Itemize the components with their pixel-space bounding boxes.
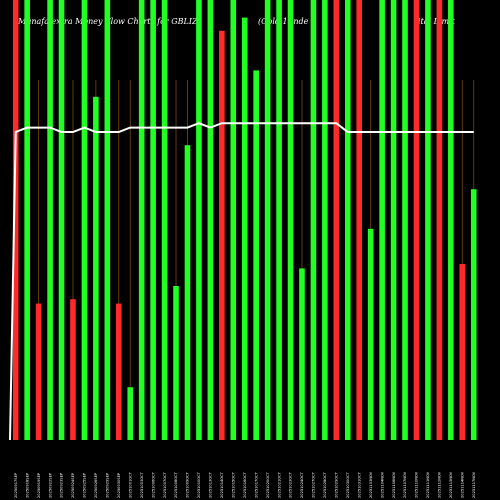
bar — [448, 0, 454, 440]
x-tick-label: 20250917SEP — [14, 472, 18, 498]
x-tick-label: 20251106NOV — [392, 471, 396, 498]
x-tick-label: 20251017OCT — [254, 471, 258, 498]
bar — [379, 0, 385, 440]
x-tick-label: 20250926SEP — [94, 472, 98, 498]
bar — [93, 96, 99, 441]
bar — [219, 30, 225, 441]
bar — [276, 0, 282, 440]
x-tick-label: 20250929SEP — [106, 472, 110, 498]
bar — [390, 0, 397, 440]
bar — [58, 0, 65, 440]
x-tick-label: 20251006OCT — [151, 471, 155, 498]
bar — [356, 0, 363, 440]
x-tick-label: 20251023OCT — [289, 471, 293, 498]
bar — [115, 303, 122, 440]
x-tick-label: 20251021OCT — [277, 471, 281, 498]
bar — [196, 0, 202, 440]
x-axis-ticks: 20250917SEP 20250918SEP 20250919SEP 2025092… — [14, 471, 476, 498]
x-tick-label: 20251007OCT — [163, 471, 167, 498]
x-tick-label: 20250918SEP — [25, 472, 29, 498]
bar — [344, 0, 351, 440]
x-tick-label: 20251103NOV — [369, 471, 373, 498]
bar — [470, 189, 477, 440]
bar — [81, 0, 88, 440]
bar — [104, 0, 111, 440]
x-tick-label: 20251003OCT — [140, 471, 144, 498]
bar — [35, 303, 42, 440]
money-flow-line — [9, 122, 474, 441]
bar — [459, 264, 466, 440]
bar — [425, 0, 431, 440]
x-tick-label: 20251107NOV — [403, 471, 407, 498]
bar-series — [12, 0, 477, 441]
bar — [367, 228, 374, 440]
x-tick-label: 20251117NOV — [472, 471, 476, 498]
x-tick-label: 20251104NOV — [380, 471, 384, 498]
x-tick-label: 20251110NOV — [415, 471, 419, 498]
x-tick-label: 20251028OCT — [323, 471, 327, 498]
bar — [253, 70, 259, 441]
bar — [287, 0, 294, 440]
bar — [138, 0, 145, 440]
bar — [184, 145, 191, 440]
bar — [436, 0, 443, 440]
bar — [150, 0, 156, 440]
x-tick-label: 20251008OCT — [174, 471, 178, 498]
x-tick-label: 20251010OCT — [197, 471, 201, 498]
bar — [161, 0, 168, 440]
x-tick-label: 20250924SEP — [71, 472, 75, 498]
bar — [333, 0, 340, 440]
bar — [264, 0, 271, 440]
x-tick-label: 20251015OCT — [231, 471, 235, 498]
bar — [70, 299, 76, 440]
x-tick-label: 20251111NOV — [426, 471, 430, 498]
bar — [241, 17, 248, 440]
bar — [322, 0, 328, 440]
x-tick-label: 20250923SEP — [60, 472, 64, 498]
x-tick-label: 20251001OCT — [128, 471, 132, 498]
bar — [12, 0, 19, 440]
chart-title-ticker-name: (Gold 1 Inde — [258, 17, 309, 26]
x-tick-label: 20251027OCT — [312, 471, 316, 498]
bar — [127, 387, 134, 440]
x-tick-label: 20251020OCT — [266, 471, 270, 498]
money-flow-line-path — [9, 122, 474, 441]
x-tick-label: 20251114NOV — [460, 471, 464, 498]
x-tick-label: 20251016OCT — [243, 471, 247, 498]
x-tick-label: 20251030OCT — [346, 471, 350, 498]
x-tick-label: 20251024OCT — [300, 471, 304, 498]
x-tick-label: 20250919SEP — [37, 472, 41, 498]
bar — [230, 0, 237, 440]
bar — [402, 0, 408, 440]
x-tick-label: 20250922SEP — [48, 472, 52, 498]
x-tick-label: 20251031OCT — [357, 471, 361, 498]
bar — [173, 286, 179, 440]
bar — [24, 0, 30, 440]
x-tick-label: 20250925SEP — [83, 472, 87, 498]
x-tick-label: 20251112NOV — [438, 471, 442, 498]
bar — [413, 0, 420, 440]
bar — [207, 0, 214, 440]
x-tick-label: 20251009OCT — [186, 471, 190, 498]
bar — [299, 268, 305, 440]
bar — [310, 0, 317, 440]
x-tick-label: 20251029OCT — [335, 471, 339, 498]
x-tick-label: 20251013OCT — [209, 471, 213, 498]
x-tick-label: 20251113NOV — [449, 471, 453, 498]
bar — [47, 0, 53, 440]
x-tick-label: 20251014OCT — [220, 471, 224, 498]
x-tick-label: 20250930SEP — [117, 472, 121, 498]
